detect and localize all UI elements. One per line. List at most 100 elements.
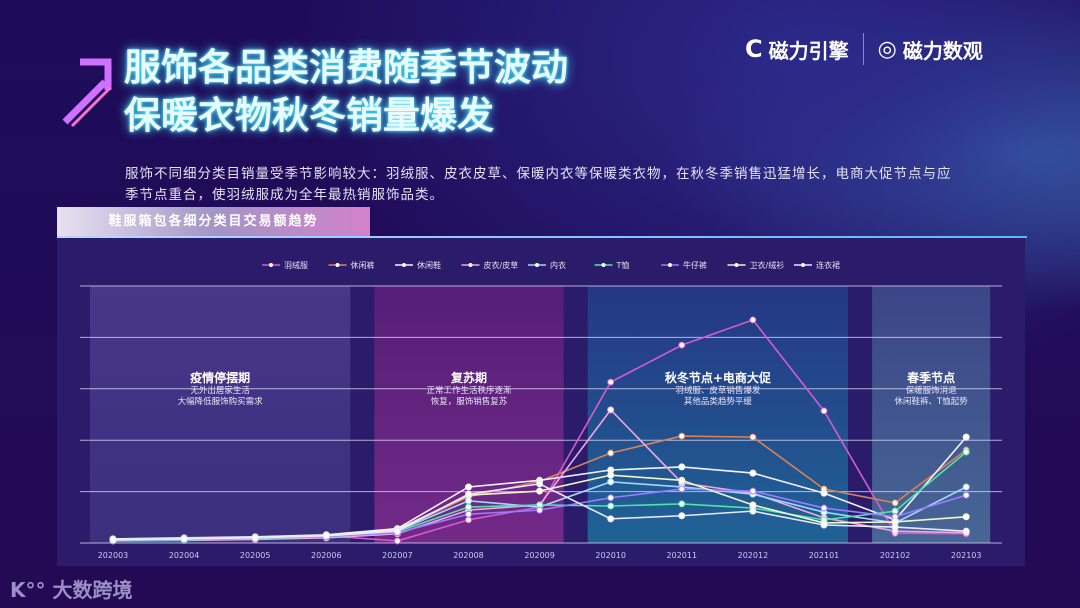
data-point [749, 316, 757, 324]
data-point [465, 497, 472, 505]
data-point [465, 503, 472, 511]
data-point [393, 537, 401, 545]
x-tick-label: 202010 [595, 551, 626, 560]
data-point [749, 501, 757, 509]
legend-label: 牛仔裤 [683, 260, 707, 270]
data-point [678, 485, 686, 493]
cili-engine-logo-icon: C [745, 35, 763, 63]
data-point [820, 489, 828, 497]
data-point [180, 535, 188, 543]
data-point [678, 476, 686, 484]
data-point [393, 527, 401, 535]
x-tick-label: 202008 [453, 551, 484, 560]
data-point [607, 494, 615, 502]
data-point [607, 471, 615, 479]
data-point [820, 504, 828, 512]
data-point [962, 491, 970, 499]
phase-title: 复苏期 [450, 370, 487, 385]
logo-left: 磁力引擎 [768, 38, 849, 63]
data-point [536, 506, 544, 514]
data-point [465, 510, 472, 518]
legend-label: 皮衣/皮草 [484, 260, 519, 270]
legend-marker [335, 263, 340, 267]
data-point [465, 516, 472, 524]
legend-marker [468, 263, 473, 267]
legend-marker [734, 263, 739, 267]
legend-label: 卫衣/绒衫 [750, 260, 785, 270]
data-point [749, 487, 757, 495]
legend-label: T恤 [616, 260, 630, 270]
phase-band [90, 286, 351, 543]
cili-shuguan-logo-icon: ◎ [877, 36, 897, 62]
data-point [607, 502, 615, 510]
data-point [607, 378, 615, 386]
watermark: K°° 大数跨境 [10, 574, 132, 603]
x-tick-label: 202005 [240, 551, 271, 560]
x-tick-label: 202011 [667, 551, 698, 560]
watermark-text: 大数跨境 [52, 578, 133, 602]
data-point [891, 507, 899, 515]
watermark-logo-icon: K°° [10, 578, 46, 602]
data-point [749, 507, 757, 515]
data-point [109, 536, 117, 544]
x-tick-label: 202003 [98, 551, 129, 560]
panel-title: 鞋服箱包各细分类目交易额趋势 [57, 207, 370, 237]
x-tick-label: 202103 [951, 551, 982, 560]
legend-marker [801, 263, 805, 267]
phase-desc: 大幅降低服饰购买需求 [178, 396, 264, 407]
data-point [820, 521, 828, 529]
panel-divider [57, 236, 1027, 238]
data-point [251, 534, 259, 542]
data-point [465, 483, 472, 491]
page-title: 服饰各品类消费随季节波动 保暖衣物秋冬销量爆发 [124, 44, 568, 140]
data-point [536, 480, 544, 488]
x-tick-label: 202101 [809, 551, 840, 560]
phase-desc: 羽绒服、皮草销售爆发 [675, 385, 761, 396]
title-line-1: 服饰各品类消费随季节波动 [124, 46, 568, 89]
arrow-logo-icon [62, 58, 112, 128]
data-point [891, 523, 899, 531]
phase-desc: 无外出居家生活 [190, 385, 250, 396]
data-point [322, 532, 330, 540]
x-tick-label: 202007 [382, 551, 413, 560]
data-point [962, 483, 970, 491]
phase-desc: 休闲鞋裤、T恤起势 [895, 396, 969, 407]
data-point [820, 407, 828, 415]
x-tick-label: 202102 [880, 551, 911, 560]
data-point [749, 469, 757, 477]
data-point [962, 513, 970, 521]
data-point [962, 433, 970, 441]
data-point [678, 512, 686, 520]
data-point [465, 490, 472, 498]
phase-desc: 恢复，服饰销售复苏 [431, 396, 508, 407]
data-point [607, 478, 615, 486]
x-tick-label: 202004 [169, 551, 200, 560]
data-point [607, 515, 615, 523]
data-point [749, 433, 757, 441]
data-point [678, 341, 686, 349]
phase-title: 疫情停摆期 [190, 370, 250, 385]
legend-marker [668, 263, 672, 267]
brand-logos: C 磁力引擎 ◎ 磁力数观 [745, 33, 983, 65]
phase-band [872, 286, 991, 543]
x-tick-label: 202006 [311, 551, 342, 560]
logo-divider [862, 33, 864, 65]
phase-title: 春季节点 [906, 370, 955, 385]
x-tick-label: 202012 [738, 551, 769, 560]
title-line-2: 保暖衣物秋冬销量爆发 [124, 94, 494, 137]
data-point [678, 463, 686, 471]
x-tick-label: 202009 [524, 551, 555, 560]
phase-desc: 其他品类趋势平缓 [684, 396, 753, 407]
data-point [962, 448, 970, 456]
data-point [536, 487, 544, 495]
legend-marker [269, 263, 273, 267]
legend-label: 连衣裙 [816, 260, 840, 270]
legend-marker [535, 263, 539, 267]
phase-title: 秋冬节点+电商大促 [665, 370, 772, 385]
phase-desc: 正常工作生活秩序逐渐 [426, 385, 512, 396]
phase-desc: 保暖服饰消退 [906, 385, 958, 396]
data-point [962, 527, 970, 535]
data-point [607, 406, 615, 414]
legend-label: 内衣 [550, 260, 566, 270]
